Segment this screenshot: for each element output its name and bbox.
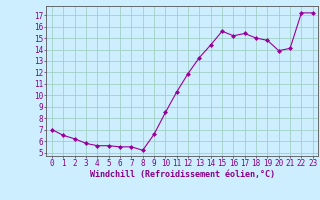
X-axis label: Windchill (Refroidissement éolien,°C): Windchill (Refroidissement éolien,°C) [90, 170, 275, 179]
